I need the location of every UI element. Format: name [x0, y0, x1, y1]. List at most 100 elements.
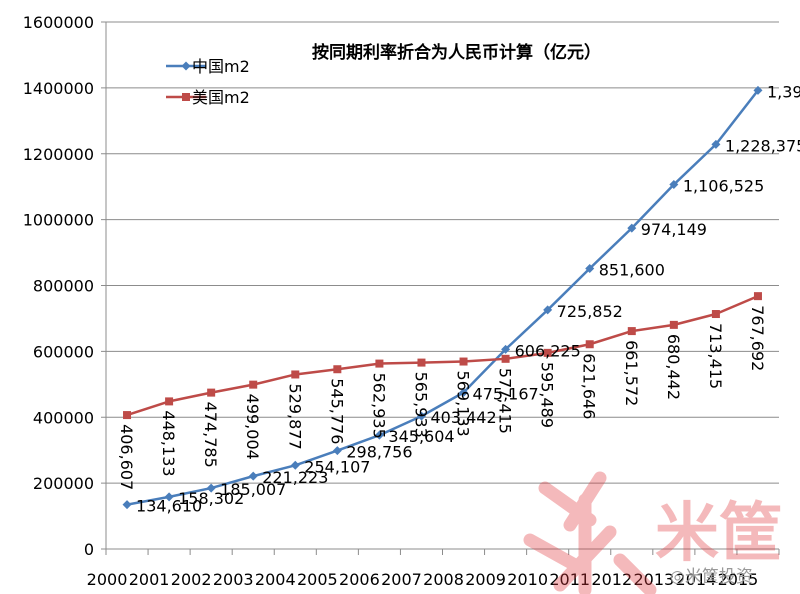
data-labels: 134,610158,302185,007221,223254,107298,7… [117, 82, 800, 515]
x-tick-label: 2001 [129, 570, 170, 589]
data-point [627, 223, 637, 233]
data-label: 851,600 [599, 261, 665, 280]
y-axis-tick-labels: 0 200000 400000 600000 800000 1000000 1200000 1… [23, 13, 94, 559]
legend-marker [182, 93, 190, 101]
legend-marker [181, 61, 191, 71]
data-point [543, 305, 553, 315]
data-label: 767,692 [748, 305, 767, 371]
watermark-stroke [563, 471, 607, 532]
legend-label: 中国m2 [192, 57, 250, 76]
data-label: 577,415 [496, 368, 515, 434]
watermark-stroke [538, 481, 597, 527]
data-point [290, 460, 300, 470]
data-label: 569,133 [454, 371, 473, 437]
data-label: 661,572 [622, 340, 641, 406]
x-tick-label: 2014 [676, 570, 717, 589]
x-tick-label: 2006 [339, 570, 380, 589]
data-point [122, 500, 132, 510]
data-label: 499,004 [243, 394, 262, 460]
series-line-1 [126, 294, 759, 417]
x-tick-label: 2000 [87, 570, 128, 589]
x-tick-label: 2012 [591, 570, 632, 589]
x-tick-label: 2007 [381, 570, 422, 589]
data-label: 254,107 [304, 457, 370, 476]
series-lines [122, 85, 763, 510]
data-label: 725,852 [557, 302, 623, 321]
x-tick-label: 2011 [549, 570, 590, 589]
legend-label: 美国m2 [192, 88, 250, 107]
x-tick-label: 2009 [465, 570, 506, 589]
data-point [164, 492, 174, 502]
watermark-mark: 米筐 [523, 471, 783, 594]
data-label: 621,646 [580, 353, 599, 419]
y-tick-label: 400000 [33, 408, 94, 427]
axes [101, 21, 780, 555]
data-point [374, 430, 384, 440]
x-axis-tick-labels: 2000 2001 2002 2003 2004 2005 2006 2007 2008 2009… [87, 570, 759, 589]
watermark-wechat-text: ◎米筐投资 [670, 567, 753, 587]
y-tick-label: 600000 [33, 342, 94, 361]
data-label: 298,756 [346, 443, 412, 462]
data-label: 345,604 [388, 427, 454, 446]
watermark-stroke [553, 525, 617, 592]
data-point [416, 411, 426, 421]
x-tick-label: 2005 [297, 570, 338, 589]
data-point [459, 357, 468, 366]
y-tick-label: 1400000 [23, 79, 94, 98]
data-point [585, 264, 595, 274]
data-label: 565,933 [411, 372, 430, 438]
data-point [753, 85, 763, 95]
data-point [332, 446, 342, 456]
data-point [711, 139, 721, 149]
data-label: 134,610 [136, 497, 202, 516]
data-point [543, 348, 552, 357]
data-label: 1,228,375 [725, 136, 800, 155]
x-tick-label: 2015 [718, 570, 759, 589]
data-label: 1,106,525 [683, 177, 764, 196]
data-point [375, 359, 384, 368]
data-point [249, 380, 258, 389]
x-tick-label: 2003 [213, 570, 254, 589]
data-point [711, 310, 720, 319]
x-tick-label: 2004 [255, 570, 296, 589]
data-label: 529,877 [285, 383, 304, 449]
data-label: 974,149 [641, 220, 707, 239]
chart-title: 按同期利率折合为人民币计算（亿元） [312, 42, 601, 63]
watermark-stroke [523, 533, 582, 572]
data-point [501, 354, 510, 363]
series-line-0 [126, 89, 759, 506]
data-label: 475,167 [473, 384, 539, 403]
x-tick-label: 2002 [171, 570, 212, 589]
data-label: 185,007 [220, 480, 286, 499]
data-point [206, 483, 216, 493]
data-label: 680,442 [664, 334, 683, 400]
watermark-logo: 米筐◎米筐投资 [523, 471, 783, 594]
y-tick-label: 0 [84, 540, 94, 559]
data-label: 403,442 [430, 408, 496, 427]
data-point [165, 397, 174, 406]
data-point [753, 292, 762, 301]
watermark-stroke [613, 553, 657, 594]
y-tick-label: 200000 [33, 474, 94, 493]
x-tick-label: 2013 [633, 570, 674, 589]
data-label: 713,415 [706, 323, 725, 389]
watermark-logo-text: 米筐 [655, 497, 783, 571]
data-label: 406,607 [117, 424, 136, 490]
legend: 中国m2 美国m2 [166, 57, 250, 107]
data-label: 606,225 [515, 341, 581, 360]
data-point [627, 327, 636, 336]
data-point [123, 411, 132, 420]
x-tick-label: 2008 [423, 570, 464, 589]
y-tick-label: 1200000 [23, 145, 94, 164]
data-point [669, 180, 679, 190]
data-point [417, 358, 426, 367]
y-tick-label: 1000000 [23, 211, 94, 230]
data-label: 474,785 [201, 402, 220, 468]
data-label: 545,776 [327, 378, 346, 444]
data-point [333, 365, 342, 374]
data-label: 158,302 [178, 489, 244, 508]
data-point [669, 320, 678, 329]
x-tick-label: 2010 [507, 570, 548, 589]
data-label: 448,133 [159, 410, 178, 476]
